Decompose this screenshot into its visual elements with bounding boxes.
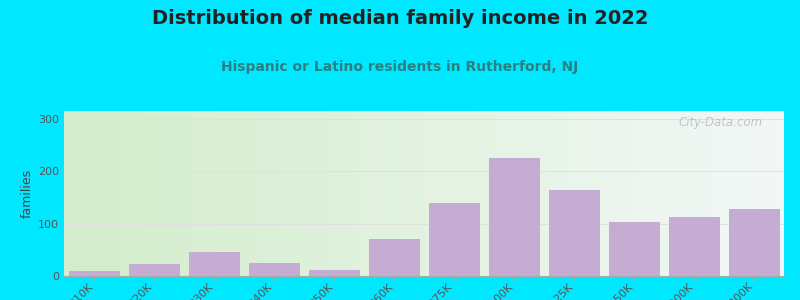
Text: Distribution of median family income in 2022: Distribution of median family income in … <box>152 9 648 28</box>
Bar <box>489 158 539 276</box>
Bar <box>69 271 119 276</box>
Bar <box>429 203 479 276</box>
Bar <box>369 239 419 276</box>
Text: City-Data.com: City-Data.com <box>678 116 762 129</box>
Text: Hispanic or Latino residents in Rutherford, NJ: Hispanic or Latino residents in Rutherfo… <box>222 60 578 74</box>
Bar <box>669 217 719 276</box>
Bar <box>549 190 599 276</box>
Bar <box>129 265 179 276</box>
Bar <box>609 222 659 276</box>
Bar <box>729 209 779 276</box>
Bar <box>189 252 239 276</box>
Bar <box>249 263 299 276</box>
Y-axis label: families: families <box>21 169 34 218</box>
Bar <box>309 270 359 276</box>
